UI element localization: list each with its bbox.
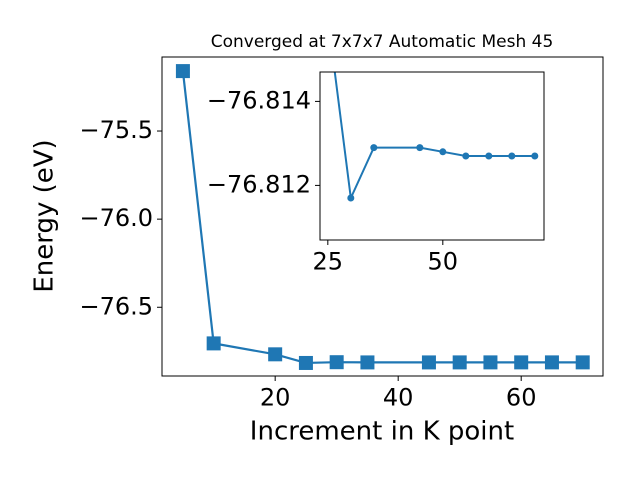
marker	[329, 355, 344, 370]
marker	[575, 355, 590, 370]
marker	[360, 355, 375, 370]
marker	[452, 355, 467, 370]
x-tick-label: 60	[506, 383, 537, 411]
x-tick-label: 50	[428, 247, 459, 275]
y-tick-label: −75.5	[79, 116, 153, 144]
chart-title: Converged at 7x7x7 Automatic Mesh 45	[211, 32, 554, 52]
marker	[508, 152, 516, 160]
marker	[483, 355, 498, 370]
marker	[439, 148, 447, 156]
marker	[531, 152, 539, 160]
y-tick-label: −76.814	[207, 86, 311, 114]
marker	[416, 144, 424, 152]
x-tick-label: 40	[383, 383, 414, 411]
marker	[370, 144, 378, 152]
marker	[544, 355, 559, 370]
plot-series	[175, 64, 590, 370]
y-tick-label: −76.0	[79, 204, 153, 232]
plot-series	[333, 72, 539, 202]
marker	[206, 336, 221, 351]
marker	[347, 194, 355, 202]
marker	[485, 152, 493, 160]
y-tick-label: −76.812	[207, 170, 311, 198]
marker	[514, 355, 529, 370]
marker	[298, 355, 313, 370]
x-tick-label: 20	[260, 383, 291, 411]
y-tick-label: −76.5	[79, 292, 153, 320]
plot-frame	[319, 71, 545, 241]
y-axis-label: Energy (eV)	[30, 139, 60, 292]
plot-frame	[161, 56, 604, 377]
x-tick-label: 25	[313, 247, 344, 275]
x-axis-label: Increment in K point	[250, 417, 514, 447]
marker	[268, 347, 283, 362]
marker	[421, 355, 436, 370]
marker	[462, 152, 470, 160]
marker	[175, 64, 190, 79]
